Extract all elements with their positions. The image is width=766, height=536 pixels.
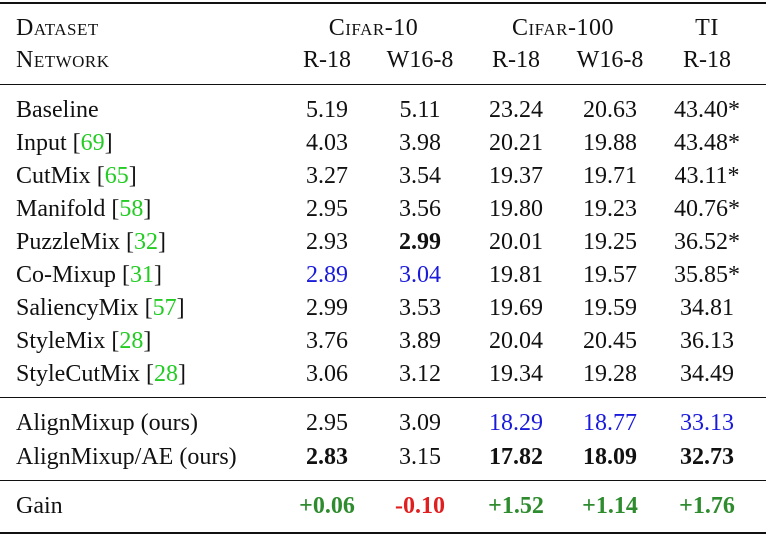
group-header: Cifar-100 bbox=[512, 15, 614, 41]
cell-value: 36.52* bbox=[674, 229, 740, 255]
cell-value: 3.53 bbox=[399, 295, 441, 321]
citation[interactable]: [58] bbox=[111, 196, 152, 222]
cell-value: 2.93 bbox=[306, 229, 348, 255]
method-name: AlignMixup/AE (ours) bbox=[16, 444, 237, 470]
network-label: Network bbox=[16, 47, 110, 73]
method-name: Co-Mixup [31] bbox=[16, 262, 163, 288]
cell-value: 5.11 bbox=[399, 97, 441, 123]
gain-rule bbox=[0, 480, 766, 481]
cell-value: 19.69 bbox=[489, 295, 543, 321]
cell-value: 3.15 bbox=[399, 444, 441, 470]
cell-value: 43.48* bbox=[674, 130, 740, 156]
top-rule bbox=[0, 2, 766, 4]
cell-value: -0.10 bbox=[395, 493, 445, 519]
method-name: Input [69] bbox=[16, 130, 113, 156]
network-header: W16-8 bbox=[386, 47, 454, 73]
method-name: SaliencyMix [57] bbox=[16, 295, 185, 321]
cell-value: 19.25 bbox=[583, 229, 637, 255]
method-name: PuzzleMix [32] bbox=[16, 229, 166, 255]
cell-value: 2.99 bbox=[306, 295, 348, 321]
cell-value: 2.95 bbox=[306, 410, 348, 436]
network-header: R-18 bbox=[683, 47, 731, 73]
dataset-label: Dataset bbox=[16, 15, 99, 41]
method-name: CutMix [65] bbox=[16, 163, 137, 189]
citation[interactable]: [28] bbox=[146, 361, 187, 387]
cell-value: +1.52 bbox=[488, 493, 544, 519]
cell-value: 17.82 bbox=[489, 444, 543, 470]
cell-value: +1.14 bbox=[582, 493, 638, 519]
citation[interactable]: [28] bbox=[111, 328, 152, 354]
cell-value: 19.57 bbox=[583, 262, 637, 288]
cell-value: 19.71 bbox=[583, 163, 637, 189]
cell-value: 2.89 bbox=[306, 262, 348, 288]
cell-value: 3.76 bbox=[306, 328, 348, 354]
citation[interactable]: [31] bbox=[122, 262, 163, 288]
cell-value: 34.81 bbox=[680, 295, 734, 321]
cell-value: 19.81 bbox=[489, 262, 543, 288]
cell-value: 19.80 bbox=[489, 196, 543, 222]
cell-value: 19.88 bbox=[583, 130, 637, 156]
cell-value: 20.45 bbox=[583, 328, 637, 354]
bottom-rule bbox=[0, 532, 766, 534]
cell-value: 19.37 bbox=[489, 163, 543, 189]
cell-value: 5.19 bbox=[306, 97, 348, 123]
cell-value: 3.54 bbox=[399, 163, 441, 189]
cell-value: 3.56 bbox=[399, 196, 441, 222]
network-header: W16-8 bbox=[576, 47, 644, 73]
network-header: R-18 bbox=[303, 47, 351, 73]
citation[interactable]: [57] bbox=[144, 295, 185, 321]
cell-value: 20.04 bbox=[489, 328, 543, 354]
cell-value: 2.99 bbox=[399, 229, 441, 255]
cell-value: 3.89 bbox=[399, 328, 441, 354]
cell-value: 35.85* bbox=[674, 262, 740, 288]
cell-value: 20.63 bbox=[583, 97, 637, 123]
citation[interactable]: [65] bbox=[96, 163, 137, 189]
cell-value: 19.28 bbox=[583, 361, 637, 387]
section-rule bbox=[0, 397, 766, 398]
cell-value: 32.73 bbox=[680, 444, 734, 470]
network-header: R-18 bbox=[492, 47, 540, 73]
cell-value: 40.76* bbox=[674, 196, 740, 222]
cell-value: 3.06 bbox=[306, 361, 348, 387]
cell-value: 18.29 bbox=[489, 410, 543, 436]
cell-value: 23.24 bbox=[489, 97, 543, 123]
cell-value: 19.23 bbox=[583, 196, 637, 222]
method-name: Baseline bbox=[16, 97, 99, 123]
citation[interactable]: [69] bbox=[72, 130, 113, 156]
cell-value: 43.40* bbox=[674, 97, 740, 123]
cell-value: +0.06 bbox=[299, 493, 355, 519]
cell-value: +1.76 bbox=[679, 493, 735, 519]
cell-value: 20.21 bbox=[489, 130, 543, 156]
group-header: TI bbox=[695, 15, 719, 41]
method-name: StyleCutMix [28] bbox=[16, 361, 187, 387]
method-name: Gain bbox=[16, 493, 63, 519]
cell-value: 2.83 bbox=[306, 444, 348, 470]
cell-value: 2.95 bbox=[306, 196, 348, 222]
cell-value: 3.12 bbox=[399, 361, 441, 387]
cell-value: 18.77 bbox=[583, 410, 637, 436]
cell-value: 20.01 bbox=[489, 229, 543, 255]
cell-value: 4.03 bbox=[306, 130, 348, 156]
cell-value: 3.27 bbox=[306, 163, 348, 189]
cell-value: 33.13 bbox=[680, 410, 734, 436]
cell-value: 43.11* bbox=[674, 163, 740, 189]
cell-value: 3.09 bbox=[399, 410, 441, 436]
cell-value: 19.34 bbox=[489, 361, 543, 387]
method-name: Manifold [58] bbox=[16, 196, 152, 222]
cell-value: 18.09 bbox=[583, 444, 637, 470]
cell-value: 3.04 bbox=[399, 262, 441, 288]
method-name: StyleMix [28] bbox=[16, 328, 152, 354]
cell-value: 34.49 bbox=[680, 361, 734, 387]
method-name: AlignMixup (ours) bbox=[16, 410, 198, 436]
group-header: Cifar-10 bbox=[328, 15, 419, 41]
cell-value: 3.98 bbox=[399, 130, 441, 156]
cell-value: 19.59 bbox=[583, 295, 637, 321]
header-rule bbox=[0, 84, 766, 85]
cell-value: 36.13 bbox=[680, 328, 734, 354]
citation[interactable]: [32] bbox=[125, 229, 166, 255]
